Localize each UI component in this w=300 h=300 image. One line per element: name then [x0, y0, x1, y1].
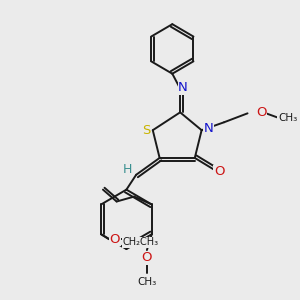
Text: O: O	[214, 165, 224, 178]
Text: CH₃: CH₃	[137, 277, 157, 287]
Text: O: O	[110, 233, 120, 246]
Text: O: O	[142, 251, 152, 265]
Text: N: N	[204, 122, 213, 135]
Text: CH₂CH₃: CH₂CH₃	[122, 237, 158, 247]
Text: N: N	[178, 81, 188, 94]
Text: CH₃: CH₃	[278, 113, 297, 123]
Text: S: S	[142, 124, 150, 137]
Text: O: O	[256, 106, 266, 119]
Text: H: H	[123, 163, 132, 176]
